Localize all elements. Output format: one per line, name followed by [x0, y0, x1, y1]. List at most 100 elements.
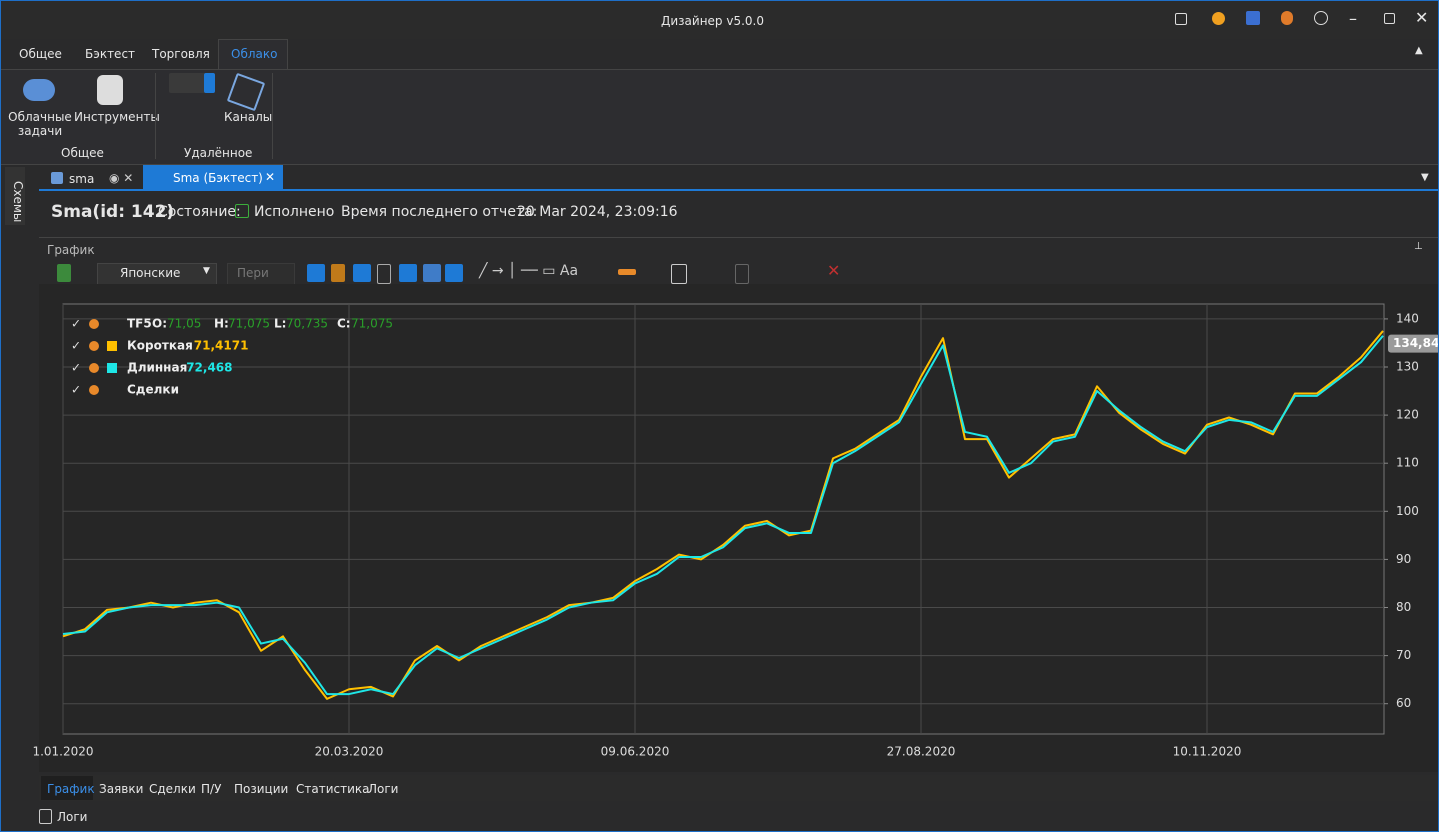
ribbon-group-label: Общее: [61, 146, 104, 160]
toggle[interactable]: [169, 73, 215, 93]
menu-tab-active-bg: [218, 39, 288, 70]
tab-close[interactable]: ◉ ✕: [109, 171, 134, 185]
legend-gear: [89, 363, 99, 373]
bottom-tab[interactable]: П/У: [201, 782, 222, 796]
maximize[interactable]: [1384, 13, 1395, 24]
panel-title: График: [47, 243, 95, 257]
log-icon: [39, 809, 52, 824]
y-tick-label: 140: [1396, 311, 1419, 325]
state-check: [235, 204, 249, 218]
tool[interactable]: [377, 264, 391, 284]
chart-style[interactable]: Японские: [120, 266, 181, 280]
ribbon-button[interactable]: Каналы: [224, 110, 273, 124]
y-tick-label: 110: [1396, 456, 1419, 470]
tool[interactable]: [618, 269, 636, 275]
legend-text: L:: [274, 317, 286, 331]
period[interactable]: Пери: [237, 266, 269, 280]
legend-check: ✓: [71, 361, 81, 375]
icon[interactable]: [1314, 11, 1328, 25]
legend-gear: [89, 341, 99, 351]
cloud-icon: [23, 79, 55, 101]
menu-tab[interactable]: Облако: [231, 47, 278, 61]
pin[interactable]: ⊥: [1414, 241, 1423, 252]
tab-icon: [51, 172, 63, 184]
menu-tab[interactable]: Общее: [19, 47, 62, 61]
db-icon: [97, 75, 123, 105]
y-tick-label: 70: [1396, 648, 1411, 662]
report-label: Время последнего отчета:: [341, 204, 538, 220]
bottom-tab-active: [41, 776, 93, 800]
y-tick-label: 100: [1396, 504, 1419, 518]
minimize[interactable]: –: [1349, 9, 1357, 28]
x-tick-label: 09.06.2020: [601, 745, 670, 759]
y-tick-label: 80: [1396, 600, 1411, 614]
tool[interactable]: [57, 264, 71, 282]
series-line: [62, 335, 1384, 696]
tool[interactable]: ✕: [827, 261, 841, 280]
tool[interactable]: [307, 264, 325, 282]
tab-close[interactable]: ✕: [265, 170, 276, 184]
icon[interactable]: [1212, 12, 1225, 25]
ribbon-button[interactable]: Облачные задачи: [8, 110, 72, 138]
bottom-tab[interactable]: Логи: [368, 782, 399, 796]
tool[interactable]: [735, 264, 749, 284]
log-bar[interactable]: Логи: [57, 810, 88, 824]
legend-text: Сделки: [127, 383, 179, 397]
separator: [39, 237, 1438, 238]
price-label: 134,849: [1393, 336, 1438, 350]
separator: [155, 73, 156, 159]
tool[interactable]: [331, 264, 345, 282]
doc-tab[interactable]: sma: [69, 172, 95, 186]
tab-strip: [39, 189, 1438, 191]
legend-text: Длинная: [127, 361, 187, 375]
close[interactable]: ✕: [1415, 8, 1429, 27]
tool[interactable]: [445, 264, 463, 282]
tab-menu[interactable]: ▼: [1421, 172, 1429, 183]
series-line: [62, 330, 1384, 700]
legend-swatch: [107, 363, 117, 373]
bottom-tab[interactable]: Позиции: [234, 782, 289, 796]
legend-text: TF5: [127, 317, 152, 331]
legend-text: 72,468: [186, 361, 232, 375]
title-bar: [1, 1, 1438, 39]
x-tick-label: 10.11.2020: [1173, 745, 1242, 759]
legend-check: ✓: [71, 317, 81, 331]
doc-tab-active: [143, 165, 283, 189]
plot-frame: [62, 303, 1385, 735]
icon[interactable]: [1175, 13, 1187, 25]
tool[interactable]: [353, 264, 371, 282]
bottom-tab[interactable]: График: [47, 782, 95, 796]
side-panel: [5, 167, 25, 225]
legend-swatch: [107, 341, 117, 351]
toggle-knob: [204, 73, 215, 93]
tool[interactable]: [423, 264, 441, 282]
strategy-name: Sma(id: 142): [51, 202, 175, 222]
legend-text: 71,075: [351, 317, 393, 331]
legend-text: H:: [214, 317, 229, 331]
legend-check: ✓: [71, 339, 81, 353]
report-time: 20 Mar 2024, 23:09:16: [517, 204, 678, 220]
state: Исполнено: [254, 204, 335, 220]
draw-tools[interactable]: ╱ → │ ── ▭ Aa: [479, 263, 579, 279]
doc-tab[interactable]: Sma (Бэктест): [173, 171, 263, 185]
tool[interactable]: [671, 264, 687, 284]
tool[interactable]: [399, 264, 417, 282]
y-tick-label: 130: [1396, 360, 1419, 374]
bottom-tab[interactable]: Заявки: [99, 782, 144, 796]
icon[interactable]: [1246, 11, 1260, 25]
menu-tab[interactable]: Торговля: [152, 47, 210, 61]
window-title: Дизайнер v5.0.0: [661, 14, 765, 28]
menu-tab[interactable]: Бэктест: [85, 47, 136, 61]
ribbon-group-label: Удалённое: [184, 146, 253, 160]
collapse[interactable]: ▲: [1415, 45, 1423, 56]
legend-text: O:: [152, 317, 167, 331]
icon[interactable]: [1281, 11, 1293, 25]
ribbon-button[interactable]: Инструменты: [74, 110, 160, 124]
bottom-tab[interactable]: Сделки: [149, 782, 196, 796]
bottom-tab[interactable]: Статистика: [296, 782, 370, 796]
x-tick-label: 1.01.2020: [32, 745, 93, 759]
